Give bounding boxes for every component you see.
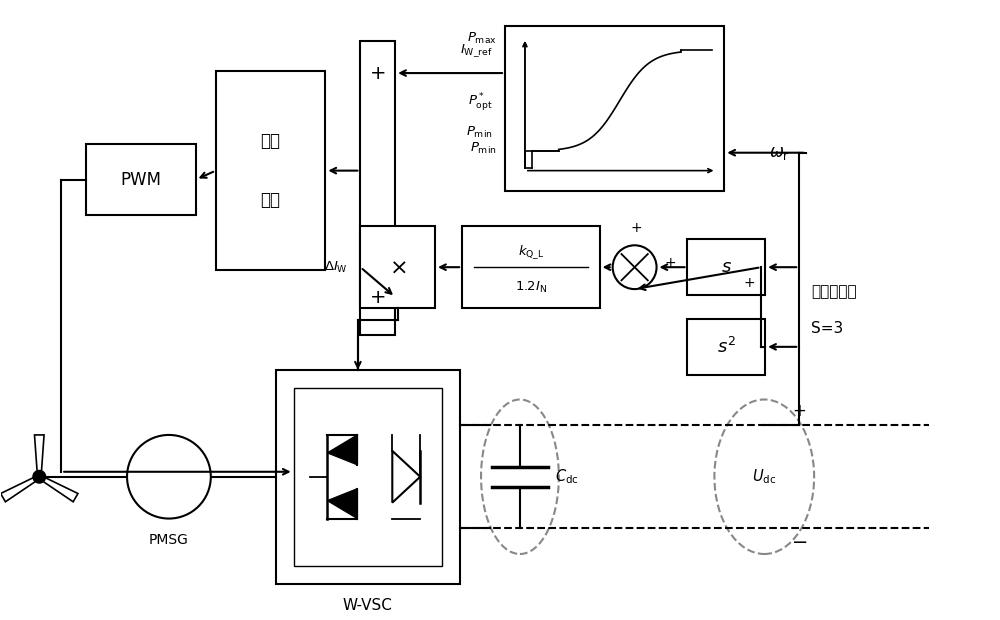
Text: 降功率模式: 降功率模式 [811,285,857,299]
Text: S=3: S=3 [811,321,843,337]
Text: 电流: 电流 [261,132,281,150]
Text: −: − [792,533,809,552]
Text: $C_{\rm dc}$: $C_{\rm dc}$ [555,467,579,486]
Circle shape [127,435,211,518]
Text: W-VSC: W-VSC [343,598,393,613]
FancyBboxPatch shape [360,41,395,335]
Text: $I_{\rm W\_ref}$: $I_{\rm W\_ref}$ [460,42,493,59]
Text: $P_{\rm min}$: $P_{\rm min}$ [466,125,493,140]
Polygon shape [1,475,40,502]
FancyBboxPatch shape [216,71,325,270]
Text: $s^2$: $s^2$ [717,337,736,357]
Polygon shape [38,475,78,502]
Text: $P_{\rm min}$: $P_{\rm min}$ [470,141,497,156]
Text: $k_{\rm Q\_L}$: $k_{\rm Q\_L}$ [518,244,544,262]
Text: 控制: 控制 [261,192,281,210]
Text: $\Delta I_{\rm W}$: $\Delta I_{\rm W}$ [324,260,348,275]
Ellipse shape [481,399,559,554]
Text: PMSG: PMSG [149,533,189,547]
Text: +: + [631,221,642,236]
FancyBboxPatch shape [462,226,600,308]
Text: +: + [743,276,755,290]
Ellipse shape [714,399,814,554]
Text: $\times$: $\times$ [389,257,407,277]
Text: G: G [162,467,176,485]
FancyBboxPatch shape [687,239,765,295]
Circle shape [613,246,657,289]
Polygon shape [34,435,44,477]
Text: $U_{\rm dc}$: $U_{\rm dc}$ [752,467,776,486]
Text: +: + [370,64,386,82]
FancyBboxPatch shape [505,26,724,190]
Text: s: s [722,258,731,276]
Text: +: + [792,402,806,420]
Text: +: + [665,256,676,270]
FancyBboxPatch shape [687,319,765,374]
Text: $1.2I_{\rm N}$: $1.2I_{\rm N}$ [515,280,547,295]
Text: PWM: PWM [120,170,162,188]
Text: $P^*_{\rm opt}$: $P^*_{\rm opt}$ [468,91,493,113]
Text: $P_{\rm max}$: $P_{\rm max}$ [467,30,497,46]
Text: +: + [370,288,386,306]
Polygon shape [327,489,357,518]
Circle shape [33,471,45,483]
FancyBboxPatch shape [360,226,435,308]
FancyBboxPatch shape [276,370,460,584]
FancyBboxPatch shape [86,144,196,215]
Text: $\omega_{\rm r}$: $\omega_{\rm r}$ [769,144,790,162]
Polygon shape [327,435,357,465]
